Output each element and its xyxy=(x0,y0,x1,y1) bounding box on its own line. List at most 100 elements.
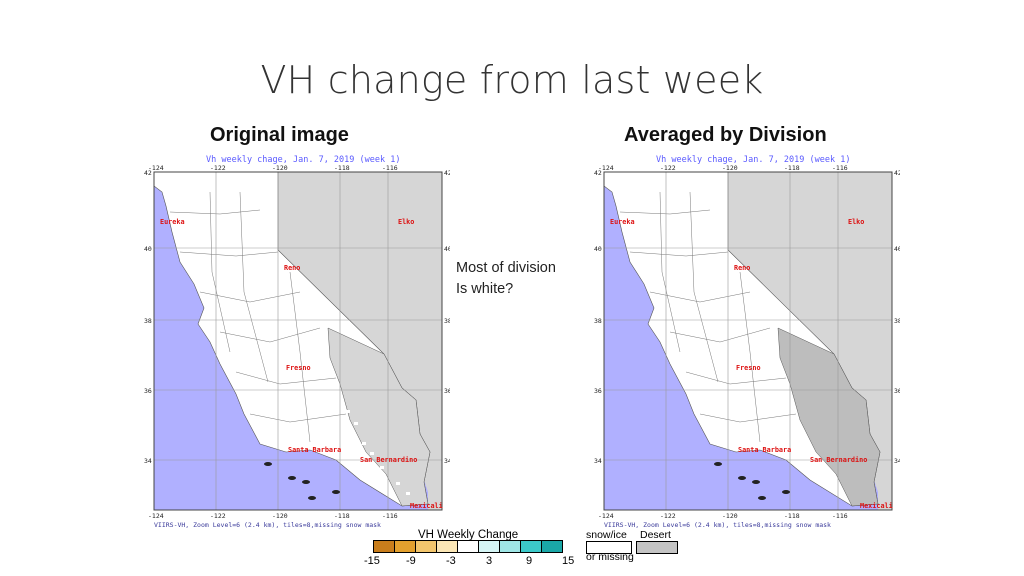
legend-tick: 9 xyxy=(526,555,533,567)
city-label: Eureka xyxy=(160,218,185,226)
latitude-label: 38 xyxy=(144,317,152,325)
legend-title: VH Weekly Change xyxy=(418,529,519,541)
legend-tick: 15 xyxy=(562,555,575,567)
longitude-label: -116 xyxy=(382,512,398,520)
legend-tick: -15 xyxy=(364,555,380,567)
annotation-line-2: Is white? xyxy=(456,281,514,297)
longitude-label: -124 xyxy=(148,164,164,172)
map-svg: Vh weekly chage, Jan. 7, 2019 (week 1)-1… xyxy=(594,155,900,529)
vh-change-speck xyxy=(336,400,340,403)
longitude-label: -120 xyxy=(272,164,288,172)
slide-title: VH change from last week xyxy=(260,58,764,102)
longitude-label: -120 xyxy=(722,512,738,520)
division-boundary xyxy=(235,371,337,385)
legend-swatch xyxy=(415,540,437,553)
longitude-label: -120 xyxy=(722,164,738,172)
original-image-heading: Original image xyxy=(210,124,349,146)
longitude-label: -122 xyxy=(210,512,226,520)
longitude-label: -116 xyxy=(382,164,398,172)
division-boundary xyxy=(169,209,261,215)
vh-change-speck xyxy=(396,482,400,485)
latitude-label: 42 xyxy=(894,169,900,177)
legend-color-scale xyxy=(373,540,563,553)
legend-swatch xyxy=(499,540,521,553)
vh-change-speck xyxy=(370,452,374,455)
channel-island xyxy=(264,462,272,466)
vh-change-speck xyxy=(346,410,350,413)
vh-change-speck xyxy=(326,442,330,445)
legend-swatch xyxy=(373,540,395,553)
longitude-label: -116 xyxy=(832,512,848,520)
legend-swatch xyxy=(520,540,542,553)
latitude-label: 38 xyxy=(894,317,900,325)
channel-island xyxy=(738,476,746,480)
latitude-label: 40 xyxy=(444,245,450,253)
division-boundary xyxy=(629,251,729,257)
desert-region xyxy=(278,172,442,510)
longitude-label: -122 xyxy=(660,164,676,172)
longitude-label: -122 xyxy=(660,512,676,520)
snow-ice-label: snow/ice xyxy=(586,529,627,541)
longitude-label: -118 xyxy=(784,512,800,520)
longitude-label: -122 xyxy=(210,164,226,172)
latitude-label: 34 xyxy=(894,457,900,465)
latitude-label: 34 xyxy=(444,457,450,465)
averaged-division-map: Vh weekly chage, Jan. 7, 2019 (week 1) -1… xyxy=(590,152,900,530)
latitude-label: 34 xyxy=(144,457,152,465)
latitude-label: 42 xyxy=(594,169,602,177)
longitude-label: -118 xyxy=(334,512,350,520)
division-boundary xyxy=(209,191,231,353)
map-footer: VIIRS-VH, Zoom Level=6 (2.4 km), tiles=8… xyxy=(154,521,381,529)
latitude-label: 40 xyxy=(594,245,602,253)
latitude-label: 40 xyxy=(894,245,900,253)
city-label: Reno xyxy=(734,264,750,272)
city-label: Elko xyxy=(848,218,864,226)
city-label: Mexicali xyxy=(410,502,443,510)
channel-island xyxy=(782,490,790,494)
averaged-by-division-heading: Averaged by Division xyxy=(624,124,827,146)
original-image-map: Vh weekly chage, Jan. 7, 2019 (week 1) -1… xyxy=(140,152,450,530)
map-frame xyxy=(603,171,893,511)
latitude-label: 34 xyxy=(594,457,602,465)
city-label: Santa Barbara xyxy=(738,446,791,454)
latitude-label: 36 xyxy=(144,387,152,395)
latitude-label: 36 xyxy=(594,387,602,395)
division-boundary xyxy=(699,413,797,423)
division-boundary xyxy=(219,327,321,343)
latitude-label: 38 xyxy=(594,317,602,325)
latitude-label: 42 xyxy=(144,169,152,177)
city-label: Elko xyxy=(398,218,414,226)
longitude-label: -118 xyxy=(784,164,800,172)
desert-region xyxy=(728,172,892,510)
channel-island xyxy=(302,480,310,484)
or-missing-label: or missing xyxy=(586,551,634,563)
longitude-label: -124 xyxy=(598,164,614,172)
map-svg: Vh weekly chage, Jan. 7, 2019 (week 1)-1… xyxy=(144,155,450,529)
vh-change-speck xyxy=(406,492,410,495)
division-boundary xyxy=(289,271,311,443)
legend-tick: -3 xyxy=(446,555,456,567)
legend-tick: -9 xyxy=(406,555,416,567)
channel-island xyxy=(288,476,296,480)
division-boundary xyxy=(659,191,681,353)
division-boundary xyxy=(689,191,719,383)
longitude-label: -120 xyxy=(272,512,288,520)
vh-change-speck xyxy=(350,448,354,451)
vh-change-speck xyxy=(390,494,394,497)
vh-change-speck xyxy=(362,442,366,445)
legend-swatch xyxy=(457,540,479,553)
snow-ice-swatch xyxy=(586,541,632,554)
longitude-label: -124 xyxy=(598,512,614,520)
division-boundary xyxy=(685,371,787,385)
city-label: Eureka xyxy=(610,218,635,226)
channel-island xyxy=(752,480,760,484)
city-label: Santa Barbara xyxy=(288,446,341,454)
legend-swatch xyxy=(541,540,563,553)
longitude-label: -124 xyxy=(148,512,164,520)
latitude-label: 42 xyxy=(444,169,450,177)
latitude-label: 40 xyxy=(144,245,152,253)
latitude-label: 36 xyxy=(894,387,900,395)
legend-tick-labels: -15 -9 -3 3 9 15 xyxy=(364,555,594,569)
latitude-label: 36 xyxy=(444,387,450,395)
map-title: Vh weekly chage, Jan. 7, 2019 (week 1) xyxy=(656,155,850,165)
